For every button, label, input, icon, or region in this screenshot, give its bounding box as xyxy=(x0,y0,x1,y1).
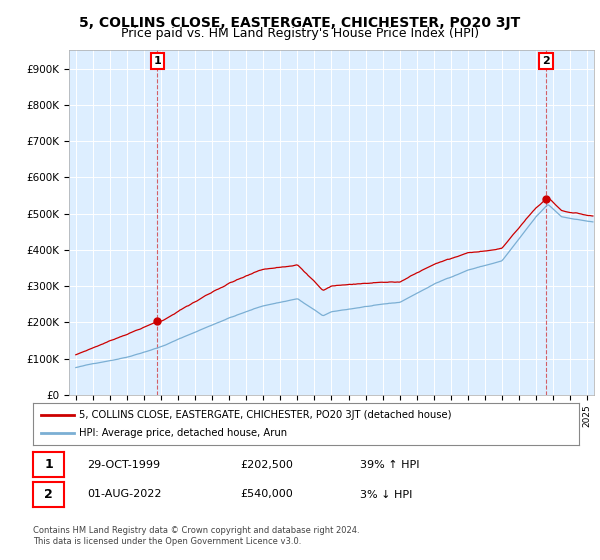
Text: 2: 2 xyxy=(44,488,53,501)
Text: 5, COLLINS CLOSE, EASTERGATE, CHICHESTER, PO20 3JT: 5, COLLINS CLOSE, EASTERGATE, CHICHESTER… xyxy=(79,16,521,30)
Text: 29-OCT-1999: 29-OCT-1999 xyxy=(87,460,160,470)
Text: 3% ↓ HPI: 3% ↓ HPI xyxy=(360,489,412,500)
Text: 2: 2 xyxy=(542,56,550,66)
Text: £540,000: £540,000 xyxy=(240,489,293,500)
Text: HPI: Average price, detached house, Arun: HPI: Average price, detached house, Arun xyxy=(79,428,287,438)
Text: 01-AUG-2022: 01-AUG-2022 xyxy=(87,489,161,500)
Text: 39% ↑ HPI: 39% ↑ HPI xyxy=(360,460,419,470)
Text: Price paid vs. HM Land Registry's House Price Index (HPI): Price paid vs. HM Land Registry's House … xyxy=(121,27,479,40)
Text: Contains HM Land Registry data © Crown copyright and database right 2024.
This d: Contains HM Land Registry data © Crown c… xyxy=(33,526,359,546)
Text: £202,500: £202,500 xyxy=(240,460,293,470)
Text: 5, COLLINS CLOSE, EASTERGATE, CHICHESTER, PO20 3JT (detached house): 5, COLLINS CLOSE, EASTERGATE, CHICHESTER… xyxy=(79,410,452,420)
Text: 1: 1 xyxy=(154,56,161,66)
Text: 1: 1 xyxy=(44,458,53,472)
